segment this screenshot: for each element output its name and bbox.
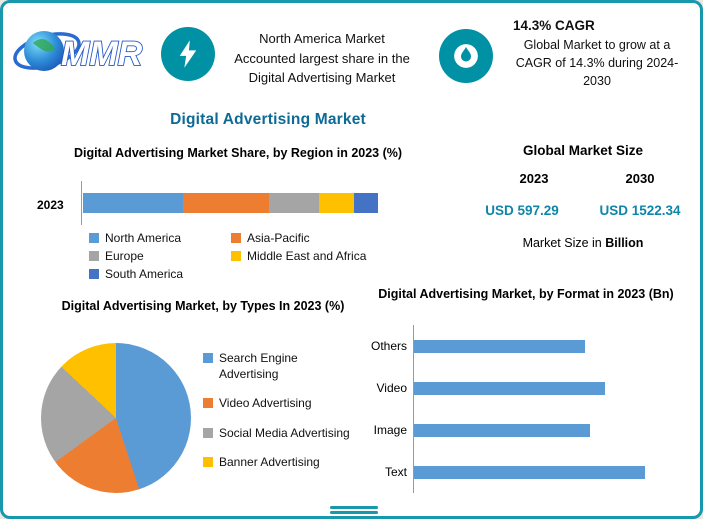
types-chart-title: Digital Advertising Market, by Types In … — [61, 299, 345, 313]
market-size-value: USD 597.29 — [485, 203, 559, 218]
legend-item: South America — [89, 267, 225, 281]
mmr-logo: MMR — [11, 9, 153, 89]
market-size-title: Global Market Size — [522, 143, 644, 158]
highlight-line: Global Market to grow at a — [523, 38, 671, 52]
legend-item: Banner Advertising — [203, 455, 351, 471]
legend-item: Asia-Pacific — [231, 231, 393, 245]
logo-text: MMR — [61, 35, 143, 73]
region-chart-plot — [81, 181, 380, 225]
right-highlight-text: 14.3% CAGR Global Market to grow at a CA… — [497, 18, 697, 90]
market-size-year: 2030 — [625, 171, 655, 186]
region-stacked-bar — [83, 193, 378, 213]
region-legend: North America Asia-Pacific Europe Middle Ea… — [89, 231, 393, 281]
format-bar-row: Text — [363, 451, 665, 493]
legend-label: South America — [105, 267, 184, 281]
legend-swatch — [89, 251, 99, 261]
region-bar-segment — [268, 193, 319, 213]
legend-label: Social Media Advertising — [219, 425, 350, 440]
highlight-line: Digital Advertising Market — [248, 70, 396, 85]
legend-label: Asia-Pacific — [247, 231, 310, 245]
legend-swatch — [203, 427, 213, 438]
format-bar-rows: Others Video Image Text — [363, 325, 665, 493]
legend-label: North America — [105, 231, 182, 245]
bar — [414, 423, 590, 437]
legend-item: North America — [89, 231, 225, 245]
category-label: Text — [384, 465, 407, 479]
cagr-value: 14.3% CAGR — [513, 18, 595, 33]
legend-item: Video Advertising — [203, 396, 351, 412]
bar — [414, 339, 585, 353]
bar-track — [413, 451, 665, 493]
types-pie-chart — [41, 343, 191, 493]
legend-item: Middle East and Africa — [231, 249, 393, 263]
format-bar-row: Image — [363, 409, 665, 451]
types-legend: Search Engine Advertising Video Advertisi… — [203, 351, 351, 471]
left-highlight-text: North America Market Accounted largest s… — [208, 29, 436, 88]
legend-swatch — [231, 233, 241, 243]
flame-icon — [454, 44, 478, 68]
region-chart-title: Digital Advertising Market Share, by Reg… — [73, 146, 403, 160]
bar-track — [413, 409, 665, 451]
market-size-note: Market Size in Billion — [491, 236, 675, 250]
region-bar-segment — [83, 193, 184, 213]
format-bar-row: Others — [363, 325, 665, 367]
region-bar-segment — [183, 193, 269, 213]
legend-label: Search Engine Advertising — [219, 351, 298, 381]
legend-item: Europe — [89, 249, 225, 263]
highlight-line: CAGR of 14.3% during 2024- — [515, 56, 679, 71]
market-size-values: USD 597.29 USD 1522.34 — [463, 203, 699, 218]
legend-swatch — [89, 233, 99, 243]
region-bar-segment — [318, 193, 355, 213]
market-size-year: 2023 — [519, 171, 549, 186]
market-size-value: USD 1522.34 — [599, 203, 681, 218]
cagr-description: Global Market to grow at a CAGR of 14.3%… — [497, 36, 697, 90]
mmr-logo-graphic: MMR — [13, 31, 144, 74]
legend-item: Social Media Advertising — [203, 426, 351, 442]
market-size-note-text: Market Size in — [522, 236, 606, 250]
market-size-note-unit: Billion — [605, 236, 644, 250]
bar-track — [413, 367, 665, 409]
legend-label: Europe — [105, 249, 144, 263]
legend-swatch — [203, 353, 213, 363]
highlight-line: North America Market — [259, 31, 385, 46]
logo-globe-icon — [24, 31, 64, 71]
format-chart-title: Digital Advertising Market, by Format in… — [378, 287, 674, 301]
region-axis-label: 2023 — [37, 198, 64, 212]
bar — [414, 465, 645, 479]
footer-ornament — [330, 506, 378, 514]
legend-label: Video Advertising — [219, 396, 312, 411]
market-size-years: 2023 2030 — [481, 171, 693, 186]
highlight-badge — [161, 27, 215, 81]
legend-swatch — [231, 251, 241, 261]
legend-item: Search Engine Advertising — [203, 351, 351, 382]
logo-globe-continent — [33, 39, 55, 52]
legend-swatch — [203, 398, 213, 409]
bar-track — [413, 325, 665, 367]
legend-swatch — [89, 269, 99, 279]
region-bar-segment — [354, 193, 378, 213]
highlight-badge — [439, 29, 493, 83]
legend-swatch — [203, 457, 213, 468]
format-bar-row: Video — [363, 367, 665, 409]
legend-label: Banner Advertising — [219, 455, 320, 470]
lightning-icon — [179, 40, 197, 68]
category-label: Video — [376, 381, 407, 395]
category-label: Image — [373, 423, 407, 437]
bar — [414, 381, 605, 395]
category-label: Others — [370, 339, 407, 353]
highlight-line: 2030 — [583, 74, 611, 89]
page-title: Digital Advertising Market — [170, 111, 366, 128]
highlight-line: Accounted largest share in the — [234, 50, 410, 66]
legend-label: Middle East and Africa — [247, 249, 367, 263]
